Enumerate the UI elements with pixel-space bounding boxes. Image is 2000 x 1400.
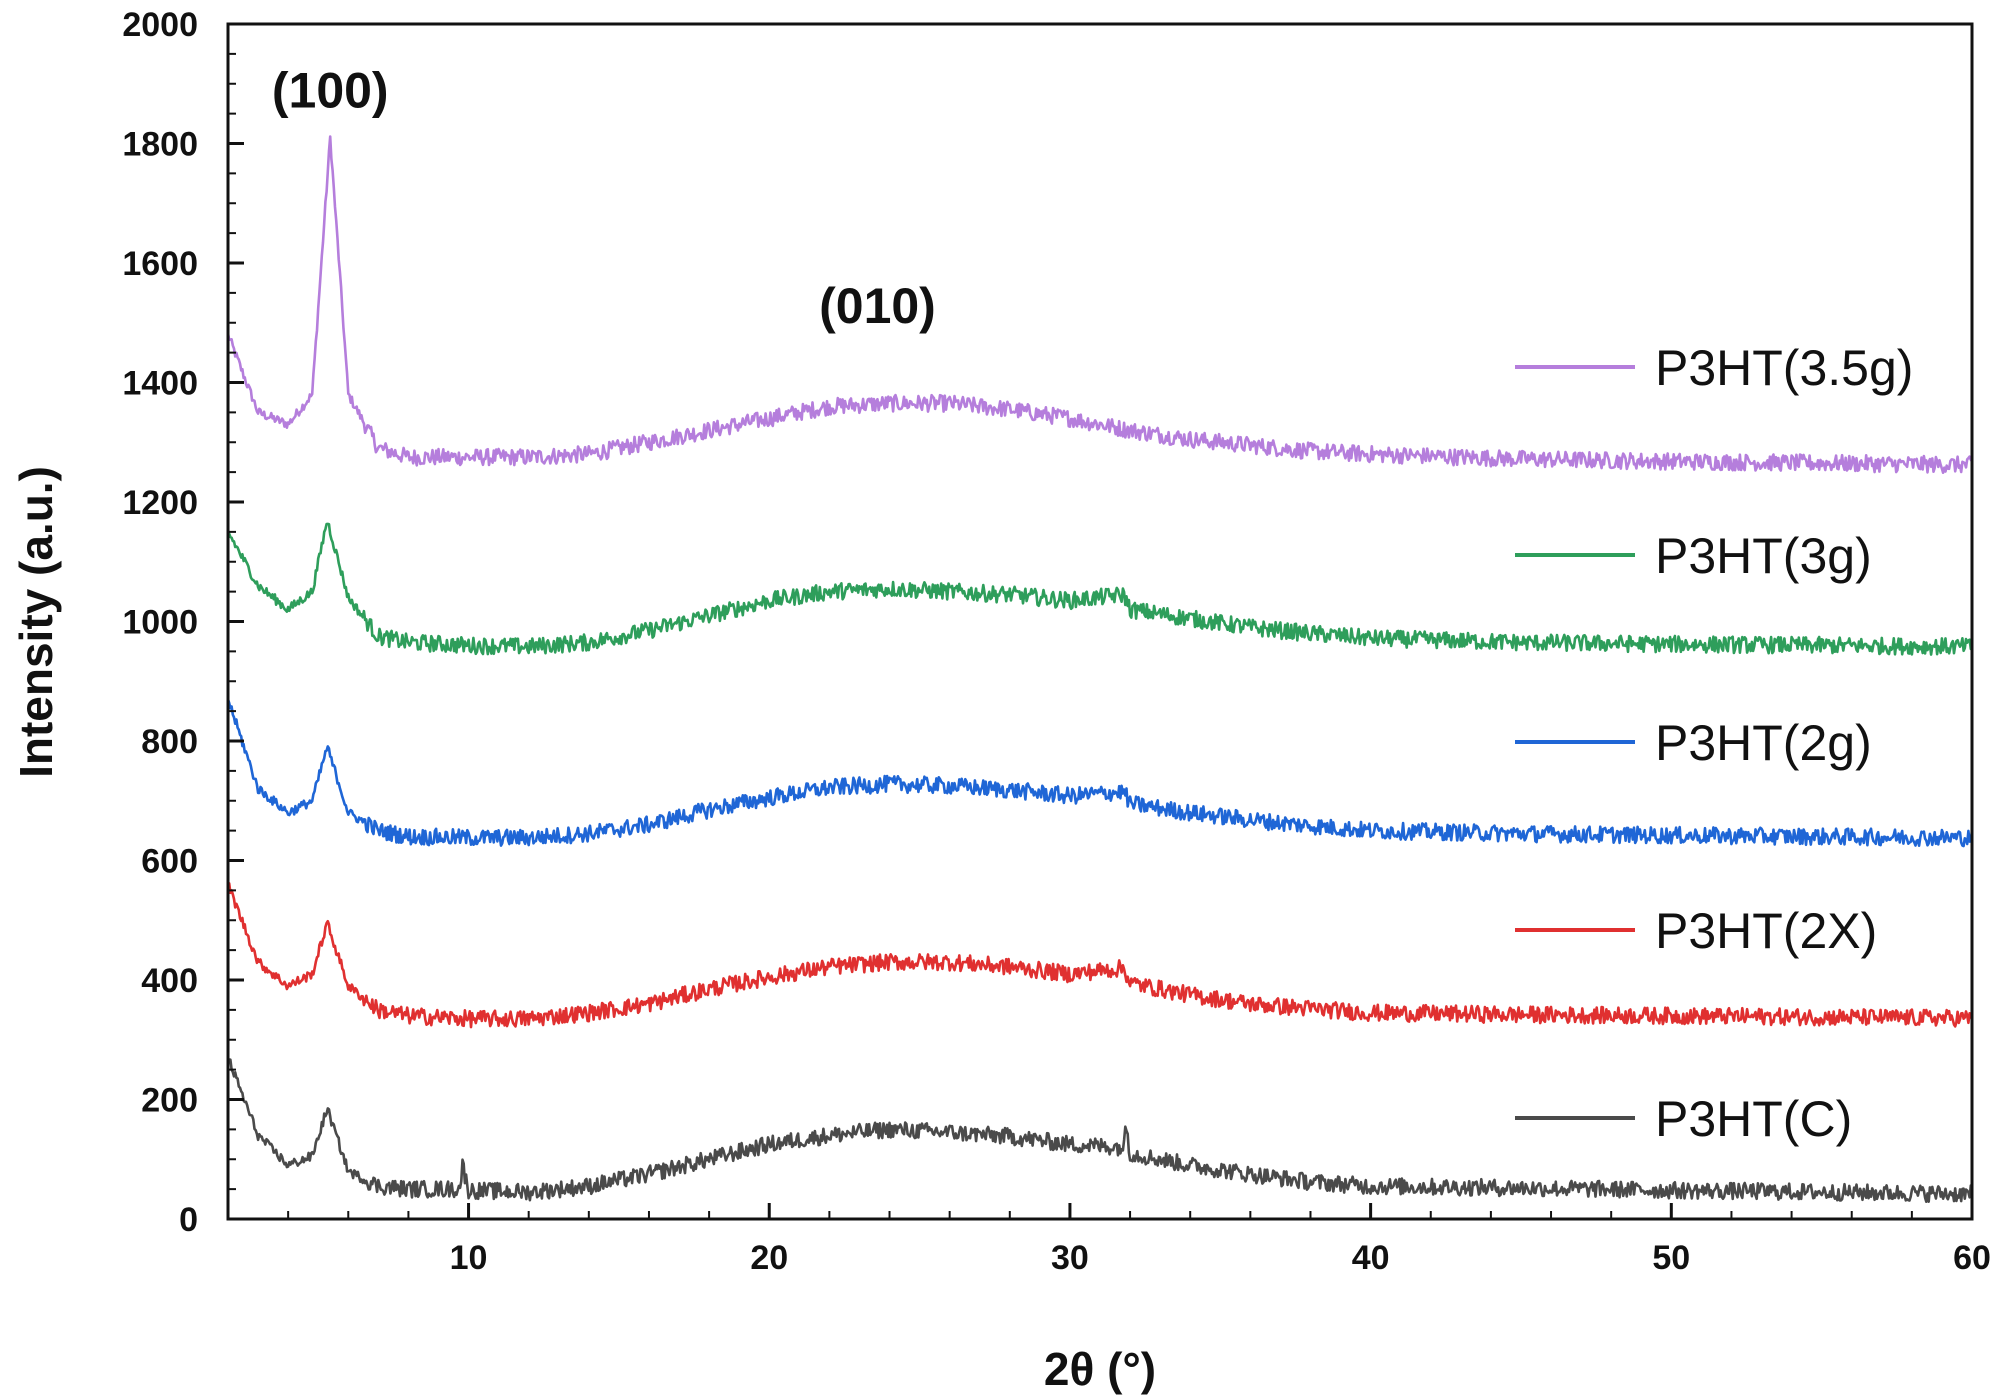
x-tick-label: 60: [1953, 1239, 1991, 1277]
y-tick-label: 2000: [122, 6, 198, 44]
y-tick-label: 1000: [122, 604, 198, 642]
series-line-2: [226, 698, 1974, 848]
y-tick-label: 1400: [122, 365, 198, 403]
y-tick-label: 1200: [122, 484, 198, 522]
series-layer: [226, 135, 1974, 1203]
series-line-4: [226, 1058, 1974, 1203]
y-axis-title: Intensity (a.u.): [10, 466, 62, 778]
series-line-3: [226, 882, 1973, 1029]
y-tick-label: 1800: [122, 126, 198, 164]
legend-label: P3HT(2X): [1655, 903, 1877, 959]
series-line-1: [226, 522, 1973, 656]
x-tick-label: 30: [1051, 1239, 1089, 1277]
y-tick-label: 400: [141, 962, 198, 1000]
y-tick-label: 1600: [122, 245, 198, 283]
x-tick-label: 10: [450, 1239, 488, 1277]
x-axis-title: 2θ (°): [1044, 1343, 1156, 1395]
x-tick-label: 40: [1352, 1239, 1390, 1277]
x-tick-label: 50: [1652, 1239, 1690, 1277]
ticks-layer: 10 20 30 40 50 600200400600800100012001400160…: [122, 6, 1991, 1277]
legend: P3HT(3.5g) P3HT(3g) P3HT(2g) P3HT(2X) P3HT(C…: [1515, 340, 1913, 1147]
y-tick-label: 800: [141, 723, 198, 761]
legend-label: P3HT(3g): [1655, 528, 1872, 584]
y-tick-label: 200: [141, 1082, 198, 1120]
legend-label: P3HT(3.5g): [1655, 340, 1913, 396]
series-line-0: [226, 135, 1974, 474]
annotation-layer: (100) (010): [272, 63, 936, 334]
x-tick-label: 20: [750, 1239, 788, 1277]
plot-frame: [226, 22, 1974, 1221]
y-tick-label: 0: [179, 1201, 198, 1239]
peak-annotation: (100): [272, 63, 389, 119]
peak-annotation: (010): [819, 278, 936, 334]
y-tick-label: 600: [141, 843, 198, 881]
legend-label: P3HT(C): [1655, 1091, 1852, 1147]
legend-label: P3HT(2g): [1655, 715, 1872, 771]
